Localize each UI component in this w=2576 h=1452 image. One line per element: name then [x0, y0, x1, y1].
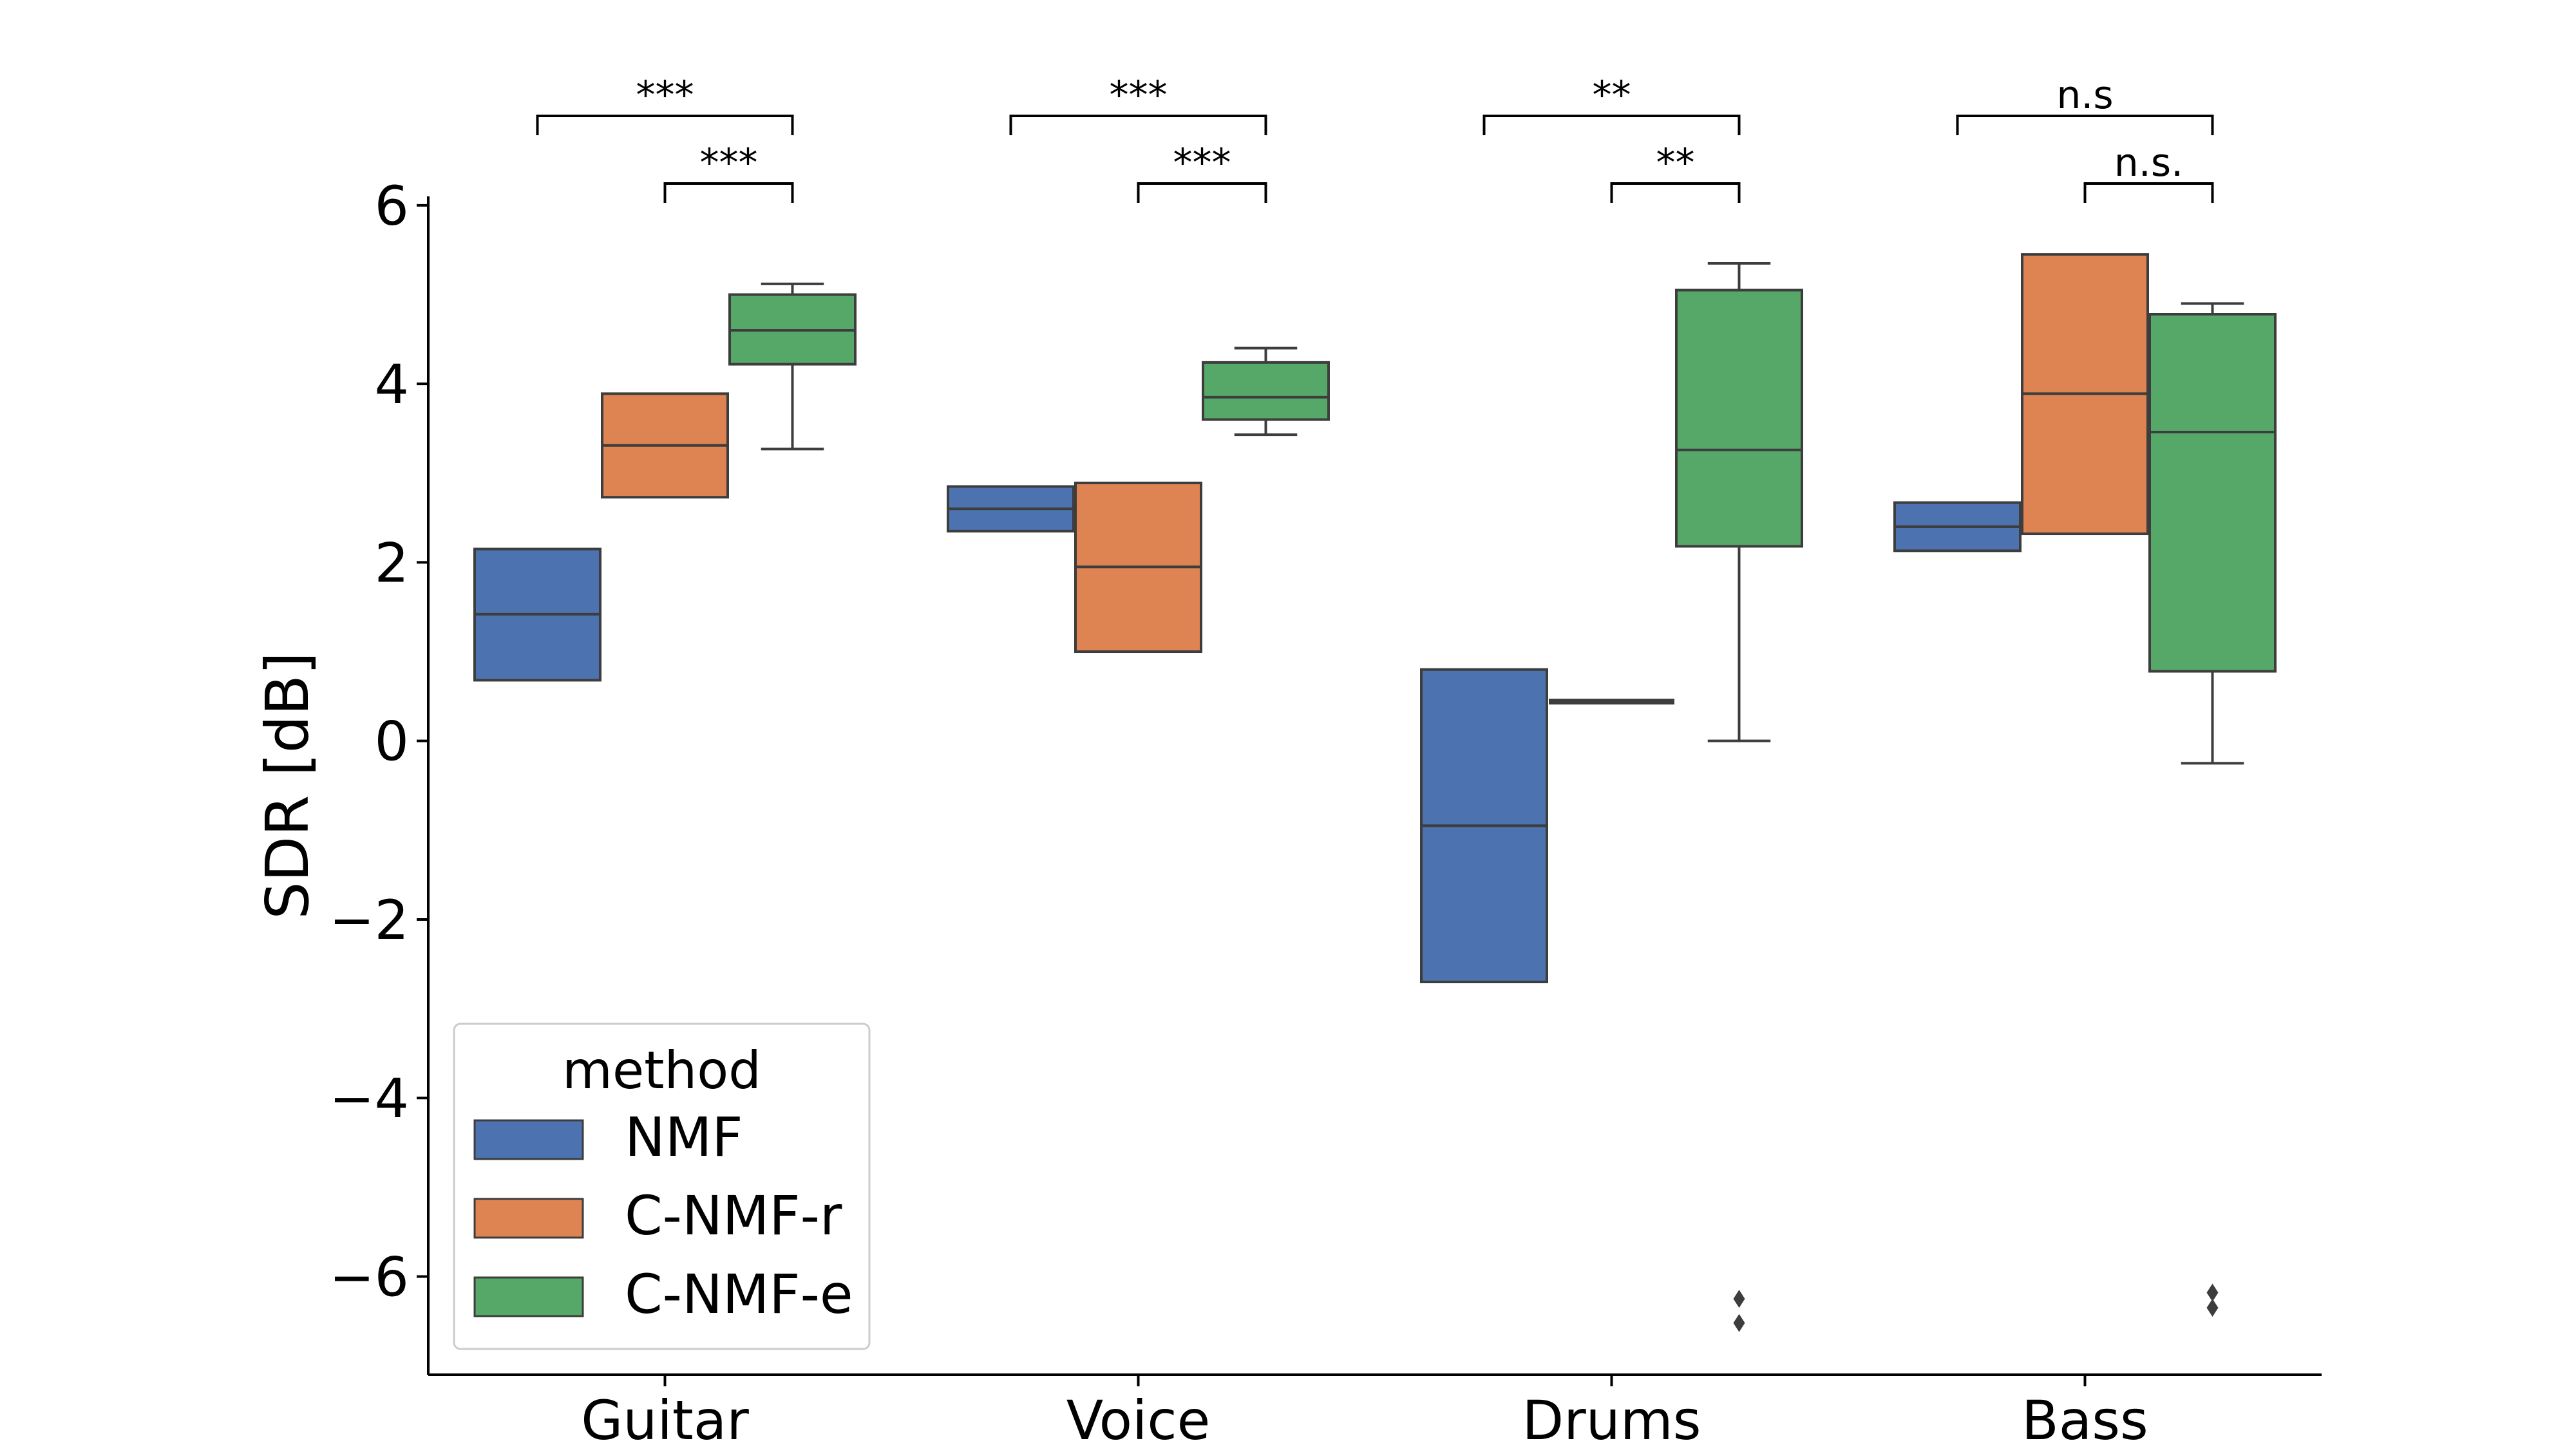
category-group-drums [1420, 261, 1803, 1332]
significance-label: n.s [2056, 73, 2113, 118]
y-tick-label: −4 [329, 1067, 409, 1130]
outlier-marker-c-nmf-e [2206, 1283, 2219, 1302]
x-tick-label: Drums [1522, 1389, 1701, 1449]
category-group-guitar [473, 282, 857, 682]
legend-swatch-c-nmf-r [473, 1198, 584, 1239]
outlier-marker-c-nmf-e [1733, 1314, 1745, 1332]
x-tick-label: Bass [2022, 1389, 2148, 1449]
box-c-nmf-e [1202, 361, 1330, 421]
legend: method NMF C-NMF-r C-NMF-e [453, 1023, 871, 1350]
significance-bracket [1137, 182, 1267, 203]
significance-bracket [663, 182, 794, 203]
significance-brackets: ****************n.sn.s. [536, 73, 2214, 203]
box-groups [473, 253, 2277, 1332]
y-tick-label: 2 [375, 531, 409, 594]
significance-label: ** [1593, 73, 1631, 118]
significance-label: *** [1173, 140, 1231, 185]
legend-label: NMF [625, 1106, 743, 1169]
y-tick-label: −6 [329, 1246, 409, 1309]
x-ticks: Guitar Voice Drums Bass [581, 1375, 2148, 1452]
legend-label: C-NMF-r [625, 1184, 842, 1247]
legend-frame [453, 1023, 871, 1350]
significance-label: *** [1110, 73, 1168, 118]
significance-bracket [1956, 115, 2214, 135]
y-tick-label: −2 [329, 889, 409, 952]
significance-bracket [536, 115, 794, 135]
significance-bracket [2083, 182, 2214, 203]
significance-label: ** [1656, 140, 1695, 185]
significance-bracket [1610, 182, 1741, 203]
significance-bracket [1009, 115, 1267, 135]
legend-swatch-nmf [473, 1119, 584, 1160]
significance-label: n.s. [2114, 140, 2183, 185]
y-ticks: 6 4 2 0 −2 −4 −6 [329, 174, 428, 1309]
legend-label: C-NMF-e [625, 1263, 853, 1326]
significance-bracket [1482, 115, 1741, 135]
x-tick-label: Guitar [581, 1389, 749, 1449]
category-group-voice [947, 346, 1330, 654]
y-tick-label: 4 [375, 353, 409, 416]
significance-label: *** [636, 73, 694, 118]
y-tick-label: 6 [375, 174, 409, 238]
y-tick-label: 0 [375, 710, 409, 773]
significance-label: *** [700, 140, 758, 185]
category-group-bass [1893, 253, 2277, 1317]
outlier-marker-c-nmf-e [2206, 1299, 2219, 1317]
legend-title: method [562, 1041, 761, 1100]
legend-swatch-c-nmf-e [473, 1276, 584, 1317]
outlier-marker-c-nmf-e [1733, 1290, 1745, 1308]
x-tick-label: Voice [1066, 1389, 1211, 1449]
box-c-nmf-e [2148, 313, 2277, 673]
y-axis-label: SDR [dB] [253, 652, 322, 919]
axes [427, 196, 2322, 1376]
box-c-nmf-e [1675, 288, 1803, 548]
